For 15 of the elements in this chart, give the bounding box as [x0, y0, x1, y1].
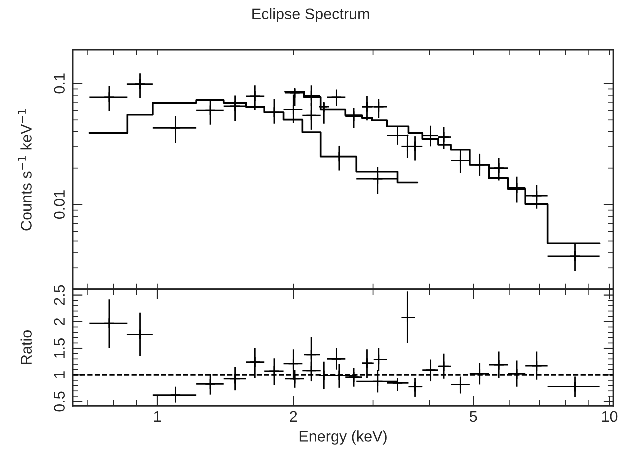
y-tick-label: 2.5: [54, 285, 66, 306]
y-axis-title: Ratio: [20, 330, 32, 364]
y-tick-label: 1.5: [54, 338, 66, 358]
x-tick-label: 5: [470, 411, 478, 422]
y-tick-label: 0.5: [54, 392, 66, 412]
y-tick-label: 1: [54, 372, 65, 378]
x-tick-label: 10: [602, 411, 618, 422]
chart-title: Eclipse Spectrum: [252, 8, 370, 23]
y-tick-label: 0.01: [54, 190, 66, 220]
y-tick-label: 2: [54, 318, 65, 326]
y-tick-label: 0.1: [54, 74, 66, 94]
x-tick-label: 2: [290, 411, 298, 422]
x-tick-label: 1: [154, 411, 162, 422]
x-axis-title: Energy (keV): [300, 430, 387, 445]
y-axis-title: Counts s$^{−1}$ keV$^{−1}$: [18, 109, 32, 231]
